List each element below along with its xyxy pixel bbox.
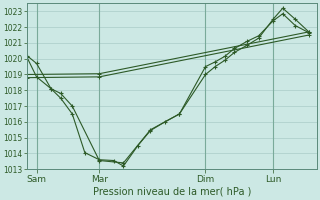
X-axis label: Pression niveau de la mer( hPa ): Pression niveau de la mer( hPa ) (92, 187, 251, 197)
